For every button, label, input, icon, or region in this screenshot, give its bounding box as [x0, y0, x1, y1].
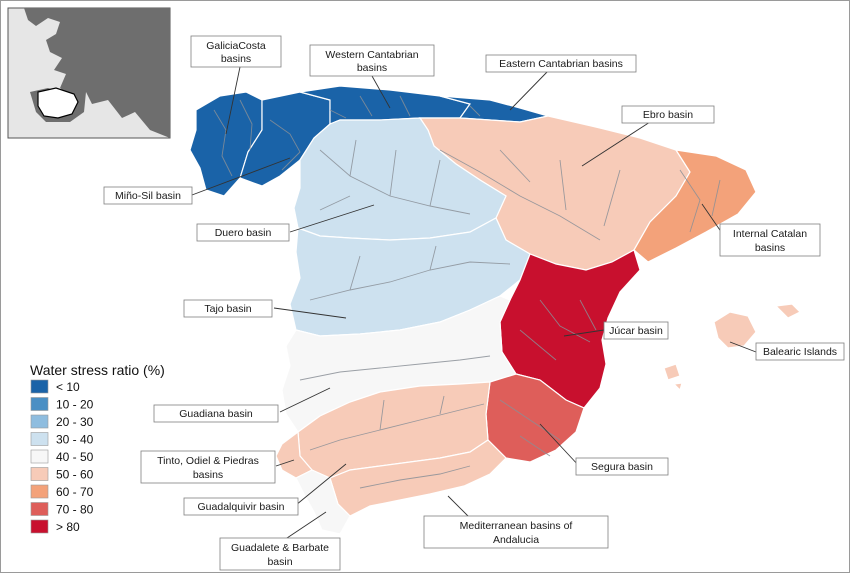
svg-text:basins: basins [193, 469, 223, 481]
legend-swatch [30, 449, 49, 464]
legend-label: 30 - 40 [56, 433, 94, 447]
basin-internal-catalan [633, 149, 757, 263]
svg-text:basins: basins [357, 62, 387, 74]
balearic-ibiza [663, 363, 681, 381]
svg-text:basins: basins [755, 242, 785, 254]
svg-text:Júcar basin: Júcar basin [609, 325, 663, 337]
label-tinto-odiel-piedras: Tinto, Odiel & Piedras basins [140, 450, 276, 484]
svg-text:Tinto, Odiel & Piedras: Tinto, Odiel & Piedras [157, 455, 259, 467]
legend-label: 50 - 60 [56, 468, 94, 482]
svg-text:Ebro basin: Ebro basin [643, 109, 693, 121]
legend-label: 70 - 80 [56, 503, 94, 517]
label-eastern-cantabrian: Eastern Cantabrian basins [485, 54, 637, 73]
svg-text:basins: basins [221, 53, 251, 65]
label-guadalquivir: Guadalquivir basin [183, 497, 299, 516]
label-mediterranean-andalucia: Mediterranean basins of Andalucia [423, 515, 609, 549]
svg-text:Eastern Cantabrian basins: Eastern Cantabrian basins [499, 58, 623, 70]
svg-text:Western Cantabrian: Western Cantabrian [325, 49, 418, 61]
legend-swatch [30, 519, 49, 534]
legend-label: 20 - 30 [56, 415, 94, 429]
svg-text:Mediterranean basins of: Mediterranean basins of [460, 520, 573, 532]
label-guadalete-barbate: Guadalete & Barbate basin [219, 537, 341, 571]
label-balearic: Balearic Islands [755, 342, 845, 361]
svg-text:Internal Catalan: Internal Catalan [733, 228, 807, 240]
label-guadiana: Guadiana basin [153, 404, 279, 423]
balearic-menorca [774, 303, 802, 319]
legend-title: Water stress ratio (%) [30, 362, 165, 378]
legend-swatch [30, 379, 49, 394]
inset-locator-map [7, 7, 171, 139]
label-galicia-costa: GaliciaCosta basins [190, 35, 282, 68]
svg-text:Duero basin: Duero basin [215, 227, 272, 239]
svg-text:Miño-Sil basin: Miño-Sil basin [115, 190, 181, 202]
svg-text:basin: basin [267, 556, 292, 568]
label-ebro: Ebro basin [621, 105, 715, 124]
basin-mediterranean-andalucia [329, 439, 507, 517]
legend: Water stress ratio (%) < 10 10 - 20 20 - 3… [30, 362, 165, 534]
legend-swatch [30, 467, 49, 481]
river-network [213, 95, 721, 489]
label-western-cantabrian: Western Cantabrian basins [309, 44, 435, 77]
legend-items: < 10 10 - 20 20 - 30 30 - 40 40 - 50 50 - 60 6… [30, 379, 94, 534]
label-mino-sil: Miño-Sil basin [103, 186, 193, 205]
basin-labels: GaliciaCosta basins Western Cantabrian b… [103, 35, 845, 571]
svg-text:Tajo basin: Tajo basin [204, 303, 251, 315]
label-duero: Duero basin [196, 223, 290, 242]
label-segura: Segura basin [575, 457, 669, 476]
legend-swatch [30, 432, 49, 446]
inset-spain-highlight [37, 87, 79, 119]
basins-layer [189, 85, 802, 535]
legend-swatch [30, 502, 49, 516]
legend-swatch [30, 484, 49, 499]
legend-label: > 80 [56, 520, 80, 534]
legend-swatch [30, 397, 49, 411]
label-tajo: Tajo basin [183, 299, 273, 318]
legend-label: 10 - 20 [56, 398, 94, 412]
balearic-formentera [672, 382, 683, 392]
balearic-mallorca [713, 311, 757, 349]
svg-text:Guadalquivir basin: Guadalquivir basin [198, 501, 285, 513]
legend-label: < 10 [56, 380, 80, 394]
label-jucar: Júcar basin [603, 321, 669, 340]
svg-text:Guadiana basin: Guadiana basin [179, 408, 253, 420]
legend-label: 40 - 50 [56, 450, 94, 464]
svg-text:Guadalete & Barbate: Guadalete & Barbate [231, 542, 329, 554]
legend-swatch [30, 414, 49, 429]
svg-text:Segura basin: Segura basin [591, 461, 653, 473]
leader-lines [191, 66, 757, 541]
label-internal-catalan: Internal Catalan basins [719, 223, 821, 257]
svg-text:Balearic Islands: Balearic Islands [763, 346, 837, 358]
svg-text:GaliciaCosta: GaliciaCosta [206, 40, 266, 52]
legend-label: 60 - 70 [56, 485, 94, 499]
svg-text:Andalucia: Andalucia [493, 534, 539, 546]
basin-guadalete-barbate [295, 469, 351, 535]
